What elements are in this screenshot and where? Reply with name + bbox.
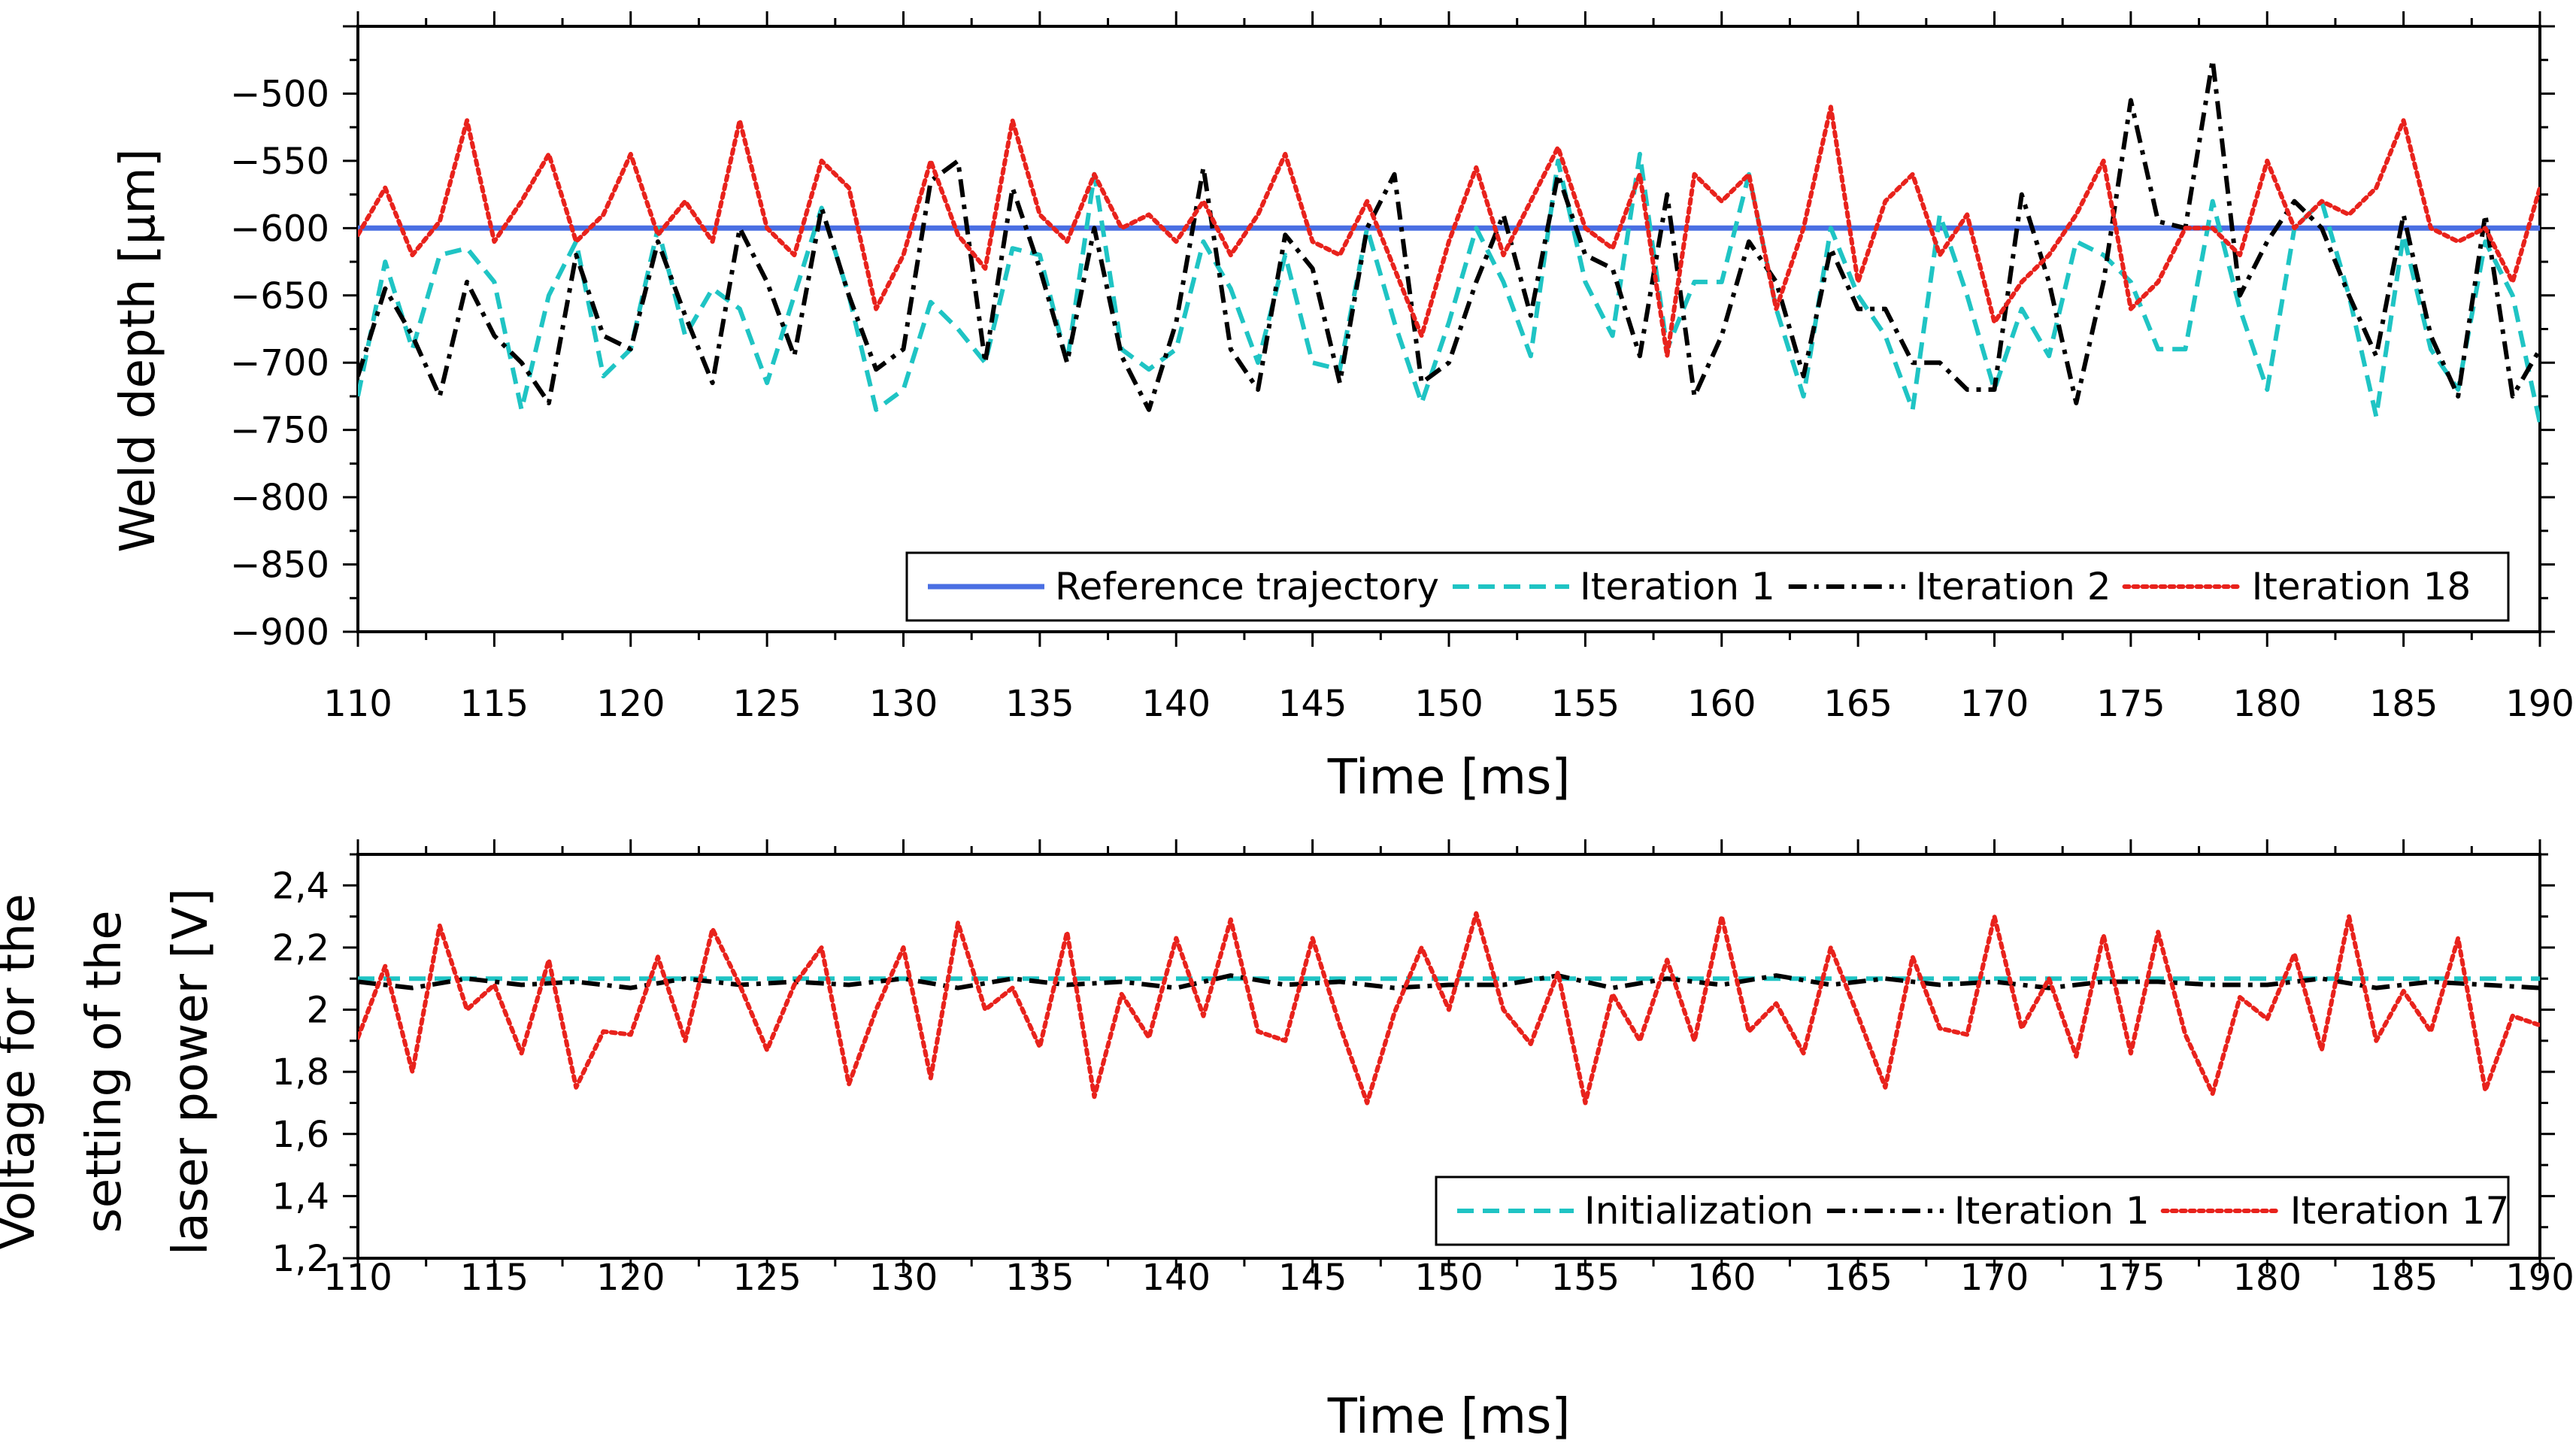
legend-box — [1435, 1176, 2510, 1246]
x-tick-label: 155 — [1551, 683, 1620, 725]
y-tick-label: −850 — [230, 545, 329, 587]
legend-label: Iteration 18 — [2252, 565, 2471, 608]
y-axis-label-line: laser power [V] — [163, 888, 219, 1255]
x-axis-label: Time [ms] — [1327, 1389, 1571, 1444]
y-tick-label: −900 — [230, 611, 329, 654]
x-tick-label: 115 — [460, 683, 529, 725]
x-tick-label: 175 — [2096, 1257, 2165, 1299]
x-tick-label: 115 — [460, 1257, 529, 1299]
legend-label: Initialization — [1584, 1189, 1814, 1233]
series-group — [358, 57, 2540, 424]
x-tick-label: 170 — [1960, 683, 2029, 725]
y-axis-label-line: Voltage for the — [0, 893, 46, 1250]
x-tick-label: 140 — [1141, 1257, 1211, 1299]
legend-label: Iteration 17 — [2290, 1189, 2510, 1233]
x-tick-label: 190 — [2505, 1257, 2574, 1299]
y-tick-label: 2,4 — [272, 865, 329, 907]
x-tick-label: 180 — [2232, 1257, 2302, 1299]
y-tick-label: −500 — [230, 73, 329, 115]
x-tick-label: 145 — [1278, 1257, 1347, 1299]
x-tick-label: 110 — [323, 1257, 392, 1299]
x-tick-label: 160 — [1687, 1257, 1756, 1299]
x-tick-label: 160 — [1687, 683, 1756, 725]
y-tick-label: 2 — [306, 990, 329, 1032]
legend-label: Iteration 2 — [1916, 565, 2111, 608]
x-tick-label: 165 — [1823, 683, 1893, 725]
legend: Initialization Iteration 1 Iteration 17 — [1435, 1176, 2510, 1246]
x-tick-label: 145 — [1278, 683, 1347, 725]
series-line-iteration-1 — [358, 973, 2540, 990]
x-tick-label: 130 — [869, 683, 938, 725]
y-tick-label: 1,6 — [272, 1114, 329, 1156]
x-tick-label: 175 — [2096, 683, 2165, 725]
legend-box — [905, 551, 2510, 622]
legend-label: Iteration 1 — [1580, 565, 1775, 608]
x-tick-label: 140 — [1141, 683, 1211, 725]
x-tick-label: 125 — [732, 683, 802, 725]
x-tick-label: 190 — [2505, 683, 2574, 725]
x-tick-label: 135 — [1005, 1257, 1074, 1299]
series-line-iteration-18 — [358, 105, 2540, 359]
y-tick-label: −800 — [230, 477, 329, 519]
legend-label: Iteration 1 — [1954, 1189, 2150, 1233]
x-tick-label: 180 — [2232, 683, 2302, 725]
y-axis-label: Weld depth [µm] — [111, 148, 166, 552]
y-tick-label: 1,4 — [272, 1176, 329, 1218]
x-tick-label: 150 — [1414, 683, 1483, 725]
x-tick-label: 155 — [1551, 1257, 1620, 1299]
series-line-iteration-1 — [358, 151, 2540, 424]
x-tick-label: 185 — [2369, 683, 2438, 725]
y-tick-label: −650 — [230, 275, 329, 317]
series-line-iteration-2 — [358, 57, 2540, 412]
y-tick-label: −550 — [230, 141, 329, 183]
y-tick-label: 2,2 — [272, 927, 329, 969]
series-line-iteration-17 — [358, 911, 2540, 1106]
legend-label: Reference trajectory — [1055, 565, 1439, 608]
series-group — [358, 911, 2540, 1106]
x-tick-label: 170 — [1960, 1257, 2029, 1299]
y-tick-label: 1,2 — [272, 1238, 329, 1280]
y-tick-label: −700 — [230, 342, 329, 384]
x-tick-label: 120 — [596, 683, 665, 725]
y-tick-label: −600 — [230, 208, 329, 250]
legend: Reference trajectory Iteration 1 Iteration… — [905, 551, 2510, 622]
x-tick-label: 135 — [1005, 683, 1074, 725]
x-axis-label: Time [ms] — [1327, 750, 1571, 805]
y-tick-label: −750 — [230, 410, 329, 452]
x-tick-label: 165 — [1823, 1257, 1893, 1299]
x-tick-label: 130 — [869, 1257, 938, 1299]
x-tick-label: 120 — [596, 1257, 665, 1299]
chart-2: 110 115 120 125 130 135 140 145 150 155 160 165 170 1… — [0, 839, 2574, 1444]
y-axis-label-line: setting of the — [77, 910, 132, 1233]
x-tick-label: 125 — [732, 1257, 802, 1299]
chart-1: 110 115 120 125 130 135 140 145 150 155 160 165 170 1… — [111, 11, 2574, 805]
x-tick-label: 110 — [323, 683, 392, 725]
x-tick-label: 150 — [1414, 1257, 1483, 1299]
x-tick-label: 185 — [2369, 1257, 2438, 1299]
y-tick-label: 1,8 — [272, 1051, 329, 1094]
